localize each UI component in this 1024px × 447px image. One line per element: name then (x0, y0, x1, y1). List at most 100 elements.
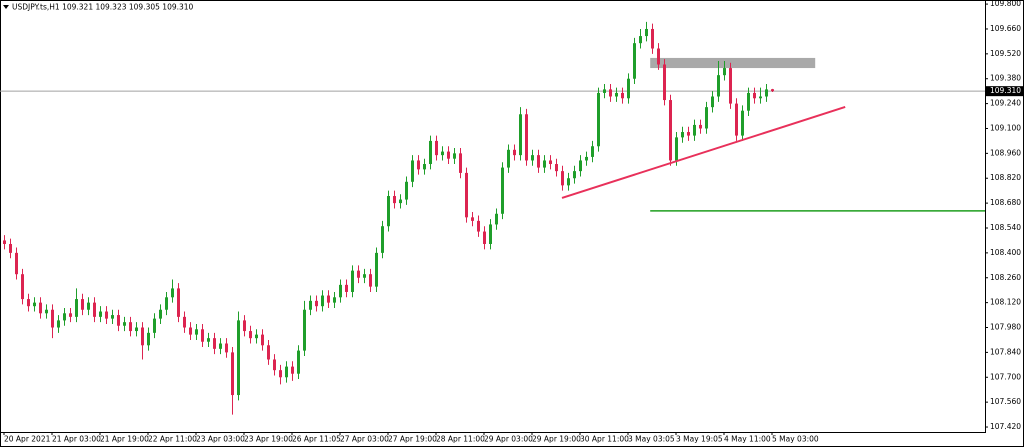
candle-body (69, 313, 72, 317)
candle-body (591, 146, 594, 157)
candle-body (315, 300, 318, 307)
candle-body (393, 196, 396, 204)
candle-body (507, 149, 510, 168)
candle-body (39, 302, 42, 314)
resistance-zone (650, 57, 816, 69)
candle-body (585, 156, 588, 161)
y-tick-label: 109.520 (990, 49, 1021, 58)
candle-body (207, 338, 210, 342)
candle-body (27, 299, 30, 307)
candle-body (273, 359, 276, 371)
candle-body (165, 297, 168, 310)
candle-body (267, 345, 270, 360)
current-price-box (986, 86, 1023, 97)
candle-body (135, 327, 138, 332)
y-tick-label: 107.560 (990, 397, 1021, 406)
candle-body (495, 213, 498, 225)
candle-body (645, 28, 648, 37)
candle-body (321, 295, 324, 307)
candle-body (75, 299, 78, 317)
candle-body (537, 155, 540, 168)
x-tick-label: 23 Apr 03:00 (196, 435, 245, 444)
y-tick-label: 109.240 (990, 99, 1021, 108)
candle-body (309, 300, 312, 310)
candle-body (573, 171, 576, 179)
chart-header: USDJPY.ts,H1 109.321 109.323 109.305 109… (12, 3, 194, 12)
candle-body (51, 309, 54, 328)
candle-body (411, 160, 414, 182)
candle-body (237, 320, 240, 396)
candle-body (549, 160, 552, 165)
candle-body (129, 322, 132, 332)
candle-body (579, 160, 582, 172)
x-tick-label: 21 Apr 19:00 (100, 435, 149, 444)
y-tick-label: 108.400 (990, 248, 1021, 257)
candle-body (765, 89, 768, 97)
candle-body (513, 149, 516, 156)
candle-body (297, 350, 300, 374)
current-price-label: 109.310 (990, 86, 1021, 95)
y-tick-label: 107.420 (990, 422, 1021, 431)
candle-body (63, 313, 66, 321)
candle-body (735, 103, 738, 136)
candle-body (747, 92, 750, 111)
candle-body (291, 366, 294, 374)
candle-body (609, 89, 612, 97)
candle-body (141, 327, 144, 346)
x-tick-label: 29 Apr 19:00 (532, 435, 581, 444)
candle-body (33, 302, 36, 307)
y-tick-label: 107.700 (990, 372, 1021, 381)
candle-body (369, 274, 372, 287)
candle-body (705, 107, 708, 129)
candle-body (699, 124, 702, 129)
candle-body (177, 288, 180, 317)
candle-body (543, 160, 546, 168)
candle-body (189, 327, 192, 335)
x-tick-label: 3 May 19:05 (676, 435, 723, 444)
candle-body (639, 36, 642, 44)
y-tick-label: 108.260 (990, 273, 1021, 282)
candle-body (99, 311, 102, 317)
candle-body (423, 164, 426, 170)
candle-body (231, 352, 234, 396)
candle-body (333, 297, 336, 303)
candle-body (255, 334, 258, 339)
x-tick-label: 5 May 03:00 (772, 435, 819, 444)
candle-body (345, 284, 348, 292)
candle-body (93, 302, 96, 317)
x-tick-label: 3 May 03:05 (628, 435, 675, 444)
y-tick-label: 109.380 (990, 74, 1021, 83)
candle-body (723, 68, 726, 76)
y-tick-label: 108.820 (990, 173, 1021, 182)
candle-body (519, 114, 522, 156)
candle-body (105, 311, 108, 319)
low-label: 109.305 (129, 3, 160, 12)
candle-body (681, 132, 684, 138)
candle-body (243, 320, 246, 332)
candle-body (663, 64, 666, 101)
candle-body (57, 320, 60, 328)
candle-body (363, 274, 366, 278)
candle-body (717, 75, 720, 97)
candle-body (561, 171, 564, 186)
candle-body (201, 329, 204, 342)
candle-body (729, 68, 732, 104)
candle-body (501, 167, 504, 214)
y-tick-label: 109.100 (990, 123, 1021, 132)
candle-body (693, 124, 696, 136)
candle-body (483, 231, 486, 244)
candle-body (669, 100, 672, 161)
candle-body (285, 366, 288, 378)
candle-body (111, 315, 114, 319)
symbol-menu-arrow[interactable] (3, 5, 9, 9)
candle-body (555, 164, 558, 172)
y-tick-label: 108.120 (990, 298, 1021, 307)
candle-body (381, 226, 384, 253)
candle-body (9, 243, 12, 253)
x-tick-label: 22 Apr 11:00 (148, 435, 197, 444)
candle-body (429, 140, 432, 165)
candle-body (417, 160, 420, 170)
x-tick-label: 4 May 11:00 (724, 435, 771, 444)
symbol: USDJPY.ts,H1 (12, 3, 60, 12)
candle-body (15, 252, 18, 275)
